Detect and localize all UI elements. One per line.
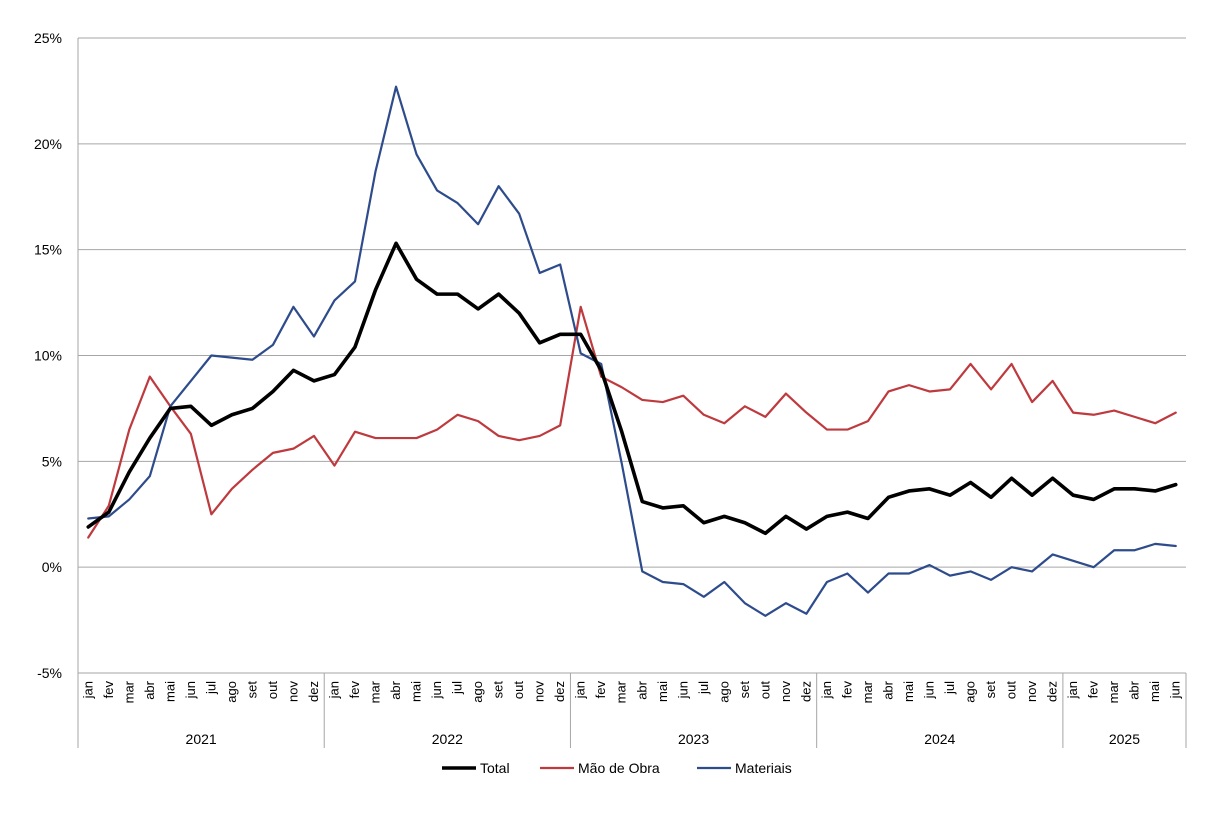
y-tick-label: 10% [34,348,62,364]
x-month-label: fev [347,681,362,699]
x-month-label: jan [573,681,588,699]
x-month-label: jan [326,681,341,699]
y-tick-label: 0% [42,559,62,575]
x-month-label: abr [142,680,157,699]
x-month-label: out [1004,681,1019,699]
x-month-label: dez [552,681,567,702]
x-month-label: set [491,681,506,699]
x-month-label: ago [224,681,239,703]
x-month-label: mai [1147,681,1162,702]
legend: Total Mão de Obra Materiais [442,760,792,776]
y-tick-label: 25% [34,30,62,46]
x-month-label: mai [409,681,424,702]
x-month-label: jun [429,681,444,699]
x-year-label: 2023 [678,731,709,747]
gridlines [78,37,1186,674]
x-month-label: jan [819,681,834,699]
x-month-label: jul [203,681,218,695]
x-month-label: jan [1065,681,1080,699]
x-month-label: set [244,681,259,699]
x-year-label: 2022 [432,731,463,747]
x-month-label: jun [675,681,690,699]
x-month-label: mai [655,681,670,702]
x-month-label: jun [183,681,198,699]
x-axis: jan fev mar abr mai jun jul ago set out nov dez jan f… [77,38,1187,748]
x-month-label: nov [285,681,300,702]
x-month-label: mar [860,680,875,703]
x-month-label: jul [942,681,957,695]
x-month-label: abr [634,680,649,699]
x-month-label: out [265,681,280,699]
x-month-label: fev [593,681,608,699]
x-month-label: out [511,681,526,699]
y-axis: -5% 0% 5% 10% 15% 20% 25% [34,30,79,748]
x-month-label: fev [839,681,854,699]
x-year-label: 2021 [186,731,217,747]
x-year-label: 2025 [1109,731,1140,747]
x-month-label: nov [1024,681,1039,702]
x-month-label: set [737,681,752,699]
x-month-label: set [983,681,998,699]
x-month-label: ago [963,681,978,703]
x-month-label: jan [80,681,95,699]
y-tick-label: 5% [42,453,62,469]
x-month-label: ago [716,681,731,703]
x-month-label: out [757,681,772,699]
x-month-label: mai [901,681,916,702]
y-tick-label: 20% [34,136,62,152]
x-month-label: nov [532,681,547,702]
series-line-m-o-de-obra [87,305,1177,539]
x-month-label: mar [1106,680,1121,703]
x-month-label: jun [1168,681,1183,699]
x-month-label: ago [470,681,485,703]
series-lines [86,85,1178,617]
x-month-label: nov [778,681,793,702]
x-month-label: mar [121,680,136,703]
x-month-label: jul [696,681,711,695]
legend-label-total: Total [480,760,510,776]
x-month-label: jun [922,681,937,699]
series-line-materiais [87,85,1177,617]
x-month-label: dez [306,681,321,702]
x-month-label: mai [162,681,177,702]
x-month-label: abr [880,680,895,699]
x-month-label: fev [101,681,116,699]
x-month-label: dez [798,681,813,702]
x-month-label: mar [614,680,629,703]
x-month-label: dez [1045,681,1060,702]
x-month-label: fev [1086,681,1101,699]
x-year-label: 2024 [924,731,955,747]
x-month-label: abr [388,680,403,699]
legend-label-materiais: Materiais [735,760,792,776]
x-month-label: jul [450,681,465,695]
x-month-label: mar [368,680,383,703]
legend-label-m-o-de-obra: Mão de Obra [578,760,660,776]
x-month-label: abr [1127,680,1142,699]
y-tick-label: -5% [37,665,62,681]
y-tick-label: 15% [34,242,62,258]
series-line-total [86,241,1178,536]
